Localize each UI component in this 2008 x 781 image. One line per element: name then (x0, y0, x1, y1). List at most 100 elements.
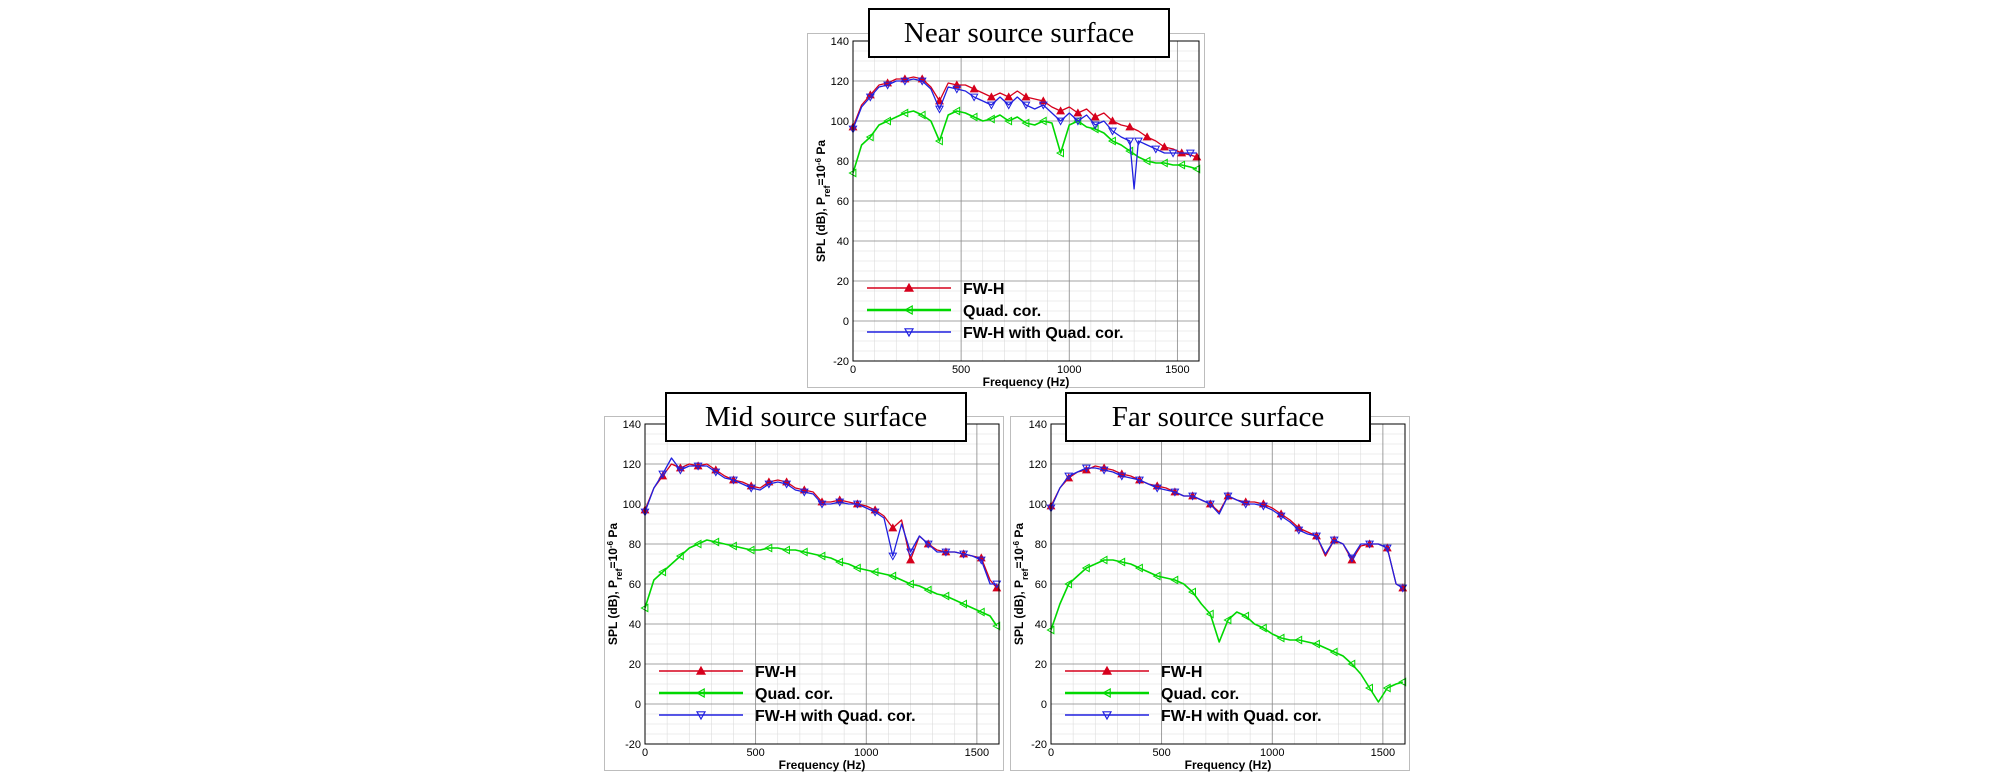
chart-svg-mid: 0 500 1000 1500-20020406080100120140Frequen… (606, 419, 1002, 772)
x-tick-label: 1500 (1371, 747, 1395, 759)
data-point-fwhq (729, 476, 738, 485)
series-line-quad (852, 110, 1198, 174)
data-point-quad (986, 114, 995, 124)
y-tick-label: 20 (629, 659, 641, 671)
data-point-quad (1142, 156, 1151, 166)
y-tick-label: 120 (623, 459, 641, 471)
data-point-fwh (835, 495, 845, 504)
data-point-quad (870, 567, 879, 577)
y-tick-label: 100 (831, 116, 849, 128)
data-point-fwhq (969, 93, 979, 102)
data-point-fwhq (711, 468, 721, 477)
series-line-fwh (852, 76, 1197, 158)
x-axis-label: Frequency (Hz) (779, 758, 866, 772)
data-point-quad (1021, 118, 1030, 128)
y-axis-label-sub: ref (614, 567, 624, 580)
y-tick-label: 20 (837, 276, 849, 288)
legend-label: FW-H with Quad. cor. (963, 325, 1124, 342)
data-point-fwh (1090, 112, 1100, 121)
chart-title-near: Near source surface (868, 8, 1170, 58)
x-tick-label: 1000 (1260, 747, 1284, 759)
data-point-fwhq (1168, 149, 1178, 158)
data-point-fwhq (1329, 536, 1339, 545)
data-point-quad (835, 557, 844, 567)
y-axis-label-eq: =10 (1012, 548, 1026, 569)
legend-marker-fwhq (903, 328, 915, 338)
data-point-fwhq (1223, 492, 1233, 501)
data-point-quad (992, 621, 1001, 631)
y-tick-label: -20 (1031, 739, 1047, 751)
y-axis-label-sup: -6 (814, 157, 823, 165)
data-point-quad (917, 110, 926, 120)
legend-marker-fwh (695, 665, 707, 675)
data-point-fwh (1159, 142, 1169, 151)
y-axis-label: SPL (dB), Pref=10-6 Pa (606, 523, 625, 645)
series-fwh (848, 74, 1202, 161)
data-point-fwhq (1135, 476, 1144, 485)
data-point-fwh (986, 92, 996, 101)
data-point-fwh (1125, 122, 1135, 131)
data-point-quad (1038, 116, 1047, 126)
legend-label: Quad. cor. (755, 686, 833, 703)
y-axis-label-sup: -6 (1012, 540, 1021, 548)
data-point-quad (1055, 148, 1064, 158)
data-point-fwh (1347, 555, 1357, 564)
data-point-fwhq (923, 540, 933, 549)
y-tick-label: 60 (629, 579, 641, 591)
x-tick-label: 500 (952, 364, 970, 376)
data-point-fwhq (883, 81, 893, 90)
legend-marker-fwhq (1101, 711, 1113, 721)
data-point-fwhq (1312, 532, 1321, 541)
data-point-quad (1294, 635, 1303, 645)
chart-title-mid: Mid source surface (665, 392, 967, 442)
series-line-fwhq (644, 457, 997, 585)
series-fwhq (640, 457, 1002, 589)
y-tick-label: -20 (625, 739, 641, 751)
data-point-quad (976, 607, 985, 617)
data-point-fwhq (1276, 512, 1286, 521)
data-point-quad (764, 543, 773, 553)
data-point-quad (969, 112, 978, 122)
legend-label: Quad. cor. (1161, 686, 1239, 703)
y-axis-label-sup: -6 (606, 540, 615, 548)
data-point-quad (882, 116, 891, 126)
series-quad (848, 106, 1201, 178)
data-point-quad (1223, 615, 1232, 625)
data-point-quad (1258, 623, 1267, 633)
y-tick-label: 120 (1029, 459, 1047, 471)
y-axis-label-sub: ref (1020, 567, 1030, 580)
x-tick-label: 0 (642, 747, 648, 759)
x-tick-label: 0 (1048, 747, 1054, 759)
y-axis-label-eq: =10 (814, 165, 828, 186)
y-tick-label: 100 (623, 499, 641, 511)
legend: FW-H Quad. cor. FW-H with Quad. cor. (867, 281, 1124, 342)
x-axis-label: Frequency (Hz) (1185, 758, 1272, 772)
series-line-fwhq (1050, 467, 1404, 589)
series-line-fwh (644, 463, 998, 589)
data-point-quad (941, 591, 950, 601)
data-point-fwhq (865, 93, 875, 102)
data-point-fwh (1021, 92, 1031, 101)
data-point-quad (1187, 587, 1196, 597)
data-point-quad (675, 551, 684, 561)
data-point-quad (1152, 571, 1161, 581)
y-tick-label: -20 (833, 356, 849, 368)
data-point-fwh (1056, 106, 1066, 115)
y-axis-label-main: SPL (dB), P (1012, 580, 1026, 645)
y-axis-label-unit: Pa (1012, 523, 1026, 541)
y-tick-label: 20 (1035, 659, 1047, 671)
chart-panel-far: 0 500 1000 1500 -20 0 20 40 60 80 100 120 140 Frequen… (1010, 416, 1410, 772)
y-tick-label: 140 (1029, 419, 1047, 431)
data-point-fwhq (1073, 117, 1083, 126)
data-point-fwhq (1170, 488, 1180, 497)
data-point-quad (1398, 677, 1407, 687)
data-point-quad (865, 132, 874, 142)
legend-marker-quad (695, 687, 705, 699)
x-tick-label: 0 (850, 364, 856, 376)
data-point-quad (1241, 611, 1250, 621)
data-point-fwhq (870, 508, 880, 517)
data-point-quad (693, 539, 702, 549)
data-point-fwhq (1081, 464, 1091, 473)
data-point-fwhq (1090, 121, 1100, 130)
data-point-fwhq (1205, 500, 1215, 509)
